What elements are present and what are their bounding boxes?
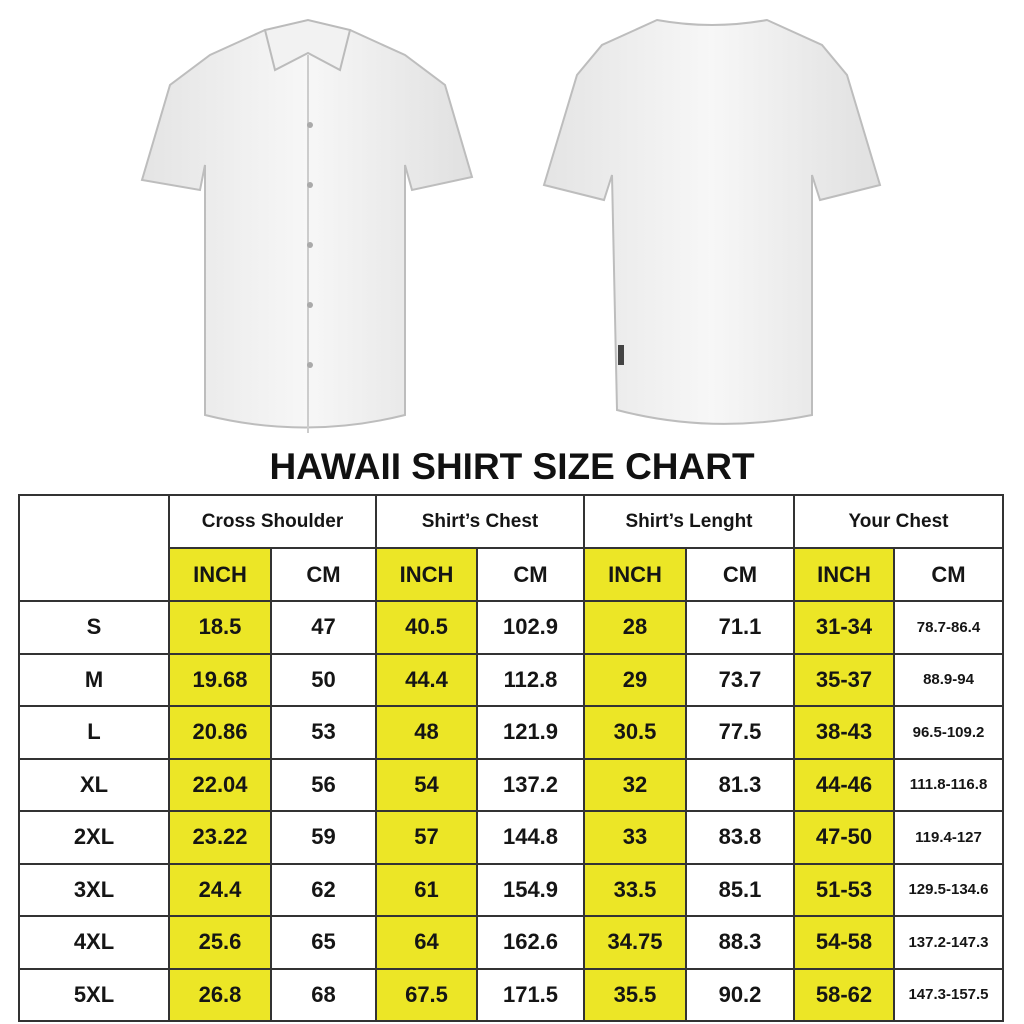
inch-value: 51-53 <box>793 862 895 917</box>
cm-value: 50 <box>270 652 377 707</box>
inch-value: 44-46 <box>793 757 895 812</box>
cm-value: 111.8-116.8 <box>893 757 1004 812</box>
cm-value: 96.5-109.2 <box>893 705 1004 760</box>
inch-value: 31-34 <box>793 600 895 655</box>
cm-value: 88.3 <box>685 915 795 970</box>
cm-value: 119.4-127 <box>893 810 1004 865</box>
cm-value: 137.2 <box>476 757 585 812</box>
cm-value: 62 <box>270 862 377 917</box>
group-header-row: Cross Shoulder Shirt’s Chest Shirt’s Len… <box>18 494 1004 602</box>
group-cross-shoulder: Cross Shoulder <box>168 494 377 549</box>
group-shirt-chest: Shirt’s Chest <box>375 494 585 549</box>
cm-value: 83.8 <box>685 810 795 865</box>
inch-value: 54-58 <box>793 915 895 970</box>
inch-value: 40.5 <box>375 600 478 655</box>
cm-value: 77.5 <box>685 705 795 760</box>
unit-cm: CM <box>893 547 1004 602</box>
cm-value: 85.1 <box>685 862 795 917</box>
cm-value: 90.2 <box>685 967 795 1022</box>
inch-value: 29 <box>583 652 687 707</box>
unit-inch: INCH <box>583 547 687 602</box>
inch-value: 19.68 <box>168 652 272 707</box>
chart-title: HAWAII SHIRT SIZE CHART <box>269 446 755 487</box>
table-row: L 20.86 53 48 121.9 30.5 77.5 38-43 96.5-109.2 <box>18 705 1004 760</box>
table-row: 5XL 26.8 68 67.5 171.5 35.5 90.2 58-62 147.3-157… <box>18 967 1004 1022</box>
size-label: S <box>18 600 170 655</box>
cm-value: 78.7-86.4 <box>893 600 1004 655</box>
table-row: 2XL 23.22 59 57 144.8 33 83.8 47-50 119.4-127 <box>18 810 1004 865</box>
cm-value: 121.9 <box>476 705 585 760</box>
inch-value: 25.6 <box>168 915 272 970</box>
inch-value: 44.4 <box>375 652 478 707</box>
unit-cm: CM <box>685 547 795 602</box>
group-your-chest: Your Chest <box>793 494 1004 549</box>
size-chart-table: Cross Shoulder Shirt’s Chest Shirt’s Len… <box>18 494 1004 1022</box>
table-row: XL 22.04 56 54 137.2 32 81.3 44-46 111.8-116.8 <box>18 757 1004 812</box>
unit-inch: INCH <box>793 547 895 602</box>
cm-value: 162.6 <box>476 915 585 970</box>
corner-cell <box>18 494 170 602</box>
inch-value: 20.86 <box>168 705 272 760</box>
cm-value: 112.8 <box>476 652 585 707</box>
inch-value: 24.4 <box>168 862 272 917</box>
unit-cm: CM <box>476 547 585 602</box>
inch-value: 57 <box>375 810 478 865</box>
inch-value: 26.8 <box>168 967 272 1022</box>
inch-value: 33 <box>583 810 687 865</box>
unit-header-row: INCH CM INCH CM INCH CM INCH CM <box>19 547 1004 602</box>
size-label: 5XL <box>18 967 170 1022</box>
cm-value: 102.9 <box>476 600 585 655</box>
inch-value: 30.5 <box>583 705 687 760</box>
cm-value: 88.9-94 <box>893 652 1004 707</box>
cm-value: 47 <box>270 600 377 655</box>
table-row: M 19.68 50 44.4 112.8 29 73.7 35-37 88.9-94 <box>18 652 1004 707</box>
inch-value: 67.5 <box>375 967 478 1022</box>
cm-value: 73.7 <box>685 652 795 707</box>
shirt-back-image <box>542 18 882 425</box>
table-row: 4XL 25.6 65 64 162.6 34.75 88.3 54-58 137.2-147.… <box>18 915 1004 970</box>
inch-value: 34.75 <box>583 915 687 970</box>
inch-value: 58-62 <box>793 967 895 1022</box>
inch-value: 47-50 <box>793 810 895 865</box>
size-label: M <box>18 652 170 707</box>
inch-value: 61 <box>375 862 478 917</box>
cm-value: 71.1 <box>685 600 795 655</box>
inch-value: 22.04 <box>168 757 272 812</box>
size-label: XL <box>18 757 170 812</box>
size-label: 4XL <box>18 915 170 970</box>
cm-value: 171.5 <box>476 967 585 1022</box>
cm-value: 56 <box>270 757 377 812</box>
inch-value: 32 <box>583 757 687 812</box>
group-shirt-length: Shirt’s Lenght <box>583 494 795 549</box>
cm-value: 129.5-134.6 <box>893 862 1004 917</box>
cm-value: 65 <box>270 915 377 970</box>
size-label: 2XL <box>18 810 170 865</box>
cm-value: 68 <box>270 967 377 1022</box>
unit-inch: INCH <box>168 547 272 602</box>
inch-value: 48 <box>375 705 478 760</box>
cm-value: 137.2-147.3 <box>893 915 1004 970</box>
cm-value: 147.3-157.5 <box>893 967 1004 1022</box>
cm-value: 81.3 <box>685 757 795 812</box>
unit-cm: CM <box>270 547 377 602</box>
cm-value: 154.9 <box>476 862 585 917</box>
inch-value: 33.5 <box>583 862 687 917</box>
table-row: S 18.5 47 40.5 102.9 28 71.1 31-34 78.7-86.4 <box>18 600 1004 655</box>
inch-value: 23.22 <box>168 810 272 865</box>
size-label: 3XL <box>18 862 170 917</box>
inch-value: 35.5 <box>583 967 687 1022</box>
inch-value: 64 <box>375 915 478 970</box>
cm-value: 59 <box>270 810 377 865</box>
inch-value: 38-43 <box>793 705 895 760</box>
inch-value: 18.5 <box>168 600 272 655</box>
inch-value: 54 <box>375 757 478 812</box>
cm-value: 144.8 <box>476 810 585 865</box>
shirt-front-image <box>140 18 474 433</box>
inch-value: 28 <box>583 600 687 655</box>
table-row: 3XL 24.4 62 61 154.9 33.5 85.1 51-53 129.5-134.6 <box>18 862 1004 917</box>
size-label: L <box>18 705 170 760</box>
inch-value: 35-37 <box>793 652 895 707</box>
cm-value: 53 <box>270 705 377 760</box>
unit-inch: INCH <box>375 547 478 602</box>
